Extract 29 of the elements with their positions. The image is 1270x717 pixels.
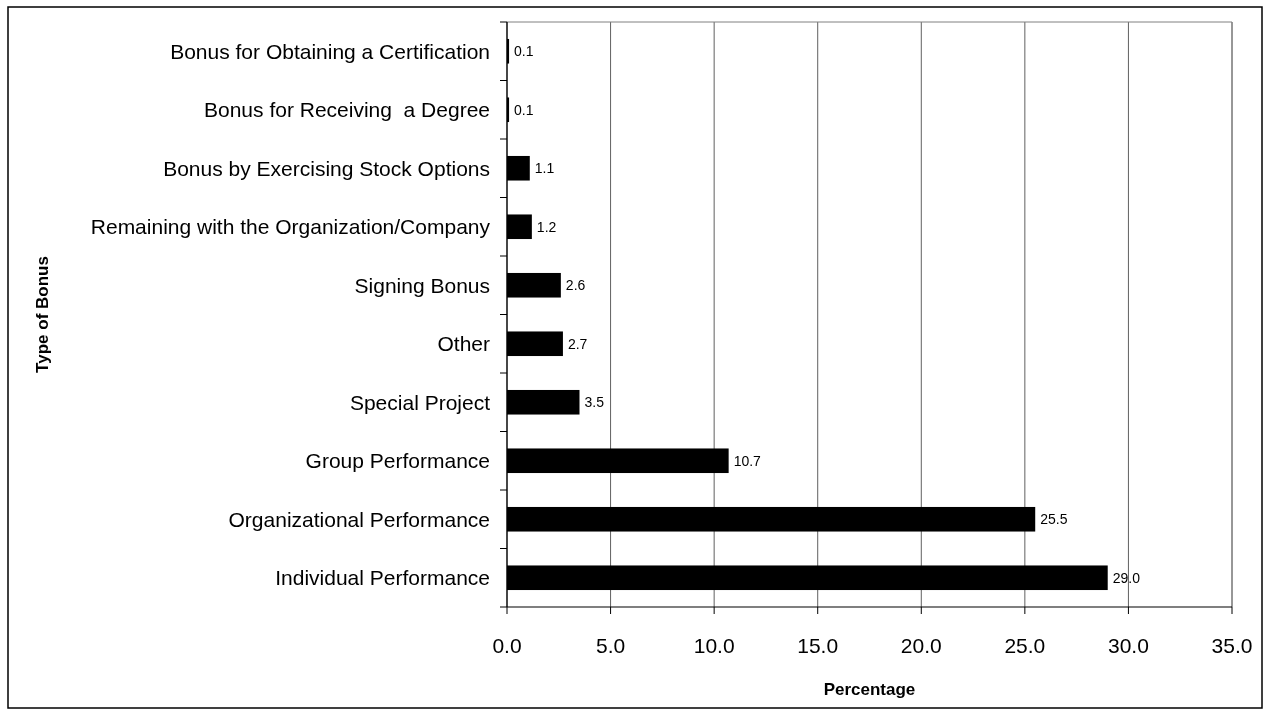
x-tick-label: 0.0 (492, 634, 522, 658)
y-tick-label: Special Project (349, 390, 491, 414)
y-tick-label: Organizational Performance (228, 507, 490, 531)
y-tick-label: Individual Performance (275, 566, 490, 590)
x-tick-label: 30.0 (1107, 634, 1149, 658)
y-tick-label: Bonus by Exercising Stock Options (163, 156, 490, 180)
data-label: 10.7 (733, 452, 762, 469)
data-label: 2.6 (565, 277, 586, 294)
data-label: 0.1 (514, 101, 534, 118)
x-tick-label: 25.0 (1004, 634, 1046, 658)
data-label: 2.7 (567, 335, 588, 352)
y-tick-label: Remaining with the Organization/Company (90, 215, 491, 239)
x-axis-title: Percentage (823, 679, 916, 699)
y-tick-label: Bonus for Receiving a Degree (204, 98, 490, 122)
y-axis-title: Type of Bonus (32, 256, 52, 373)
data-label: 1.1 (534, 160, 555, 177)
x-tick-label: 15.0 (797, 634, 839, 658)
data-label: 25.5 (1040, 511, 1068, 528)
data-label: 3.5 (584, 394, 605, 411)
x-tick-label: 20.0 (900, 634, 942, 658)
data-label: 0.1 (514, 43, 534, 60)
x-tick-label: 10.0 (693, 634, 735, 658)
x-tick-label: 5.0 (595, 634, 626, 658)
y-tick-label: Signing Bonus (354, 273, 490, 297)
x-tick-label: 35.0 (1211, 634, 1253, 658)
y-tick-label: Bonus for Obtaining a Certification (170, 39, 490, 63)
y-tick-label: Group Performance (305, 449, 490, 473)
y-tick-label: Other (437, 332, 490, 356)
data-label: 1.2 (536, 218, 557, 235)
